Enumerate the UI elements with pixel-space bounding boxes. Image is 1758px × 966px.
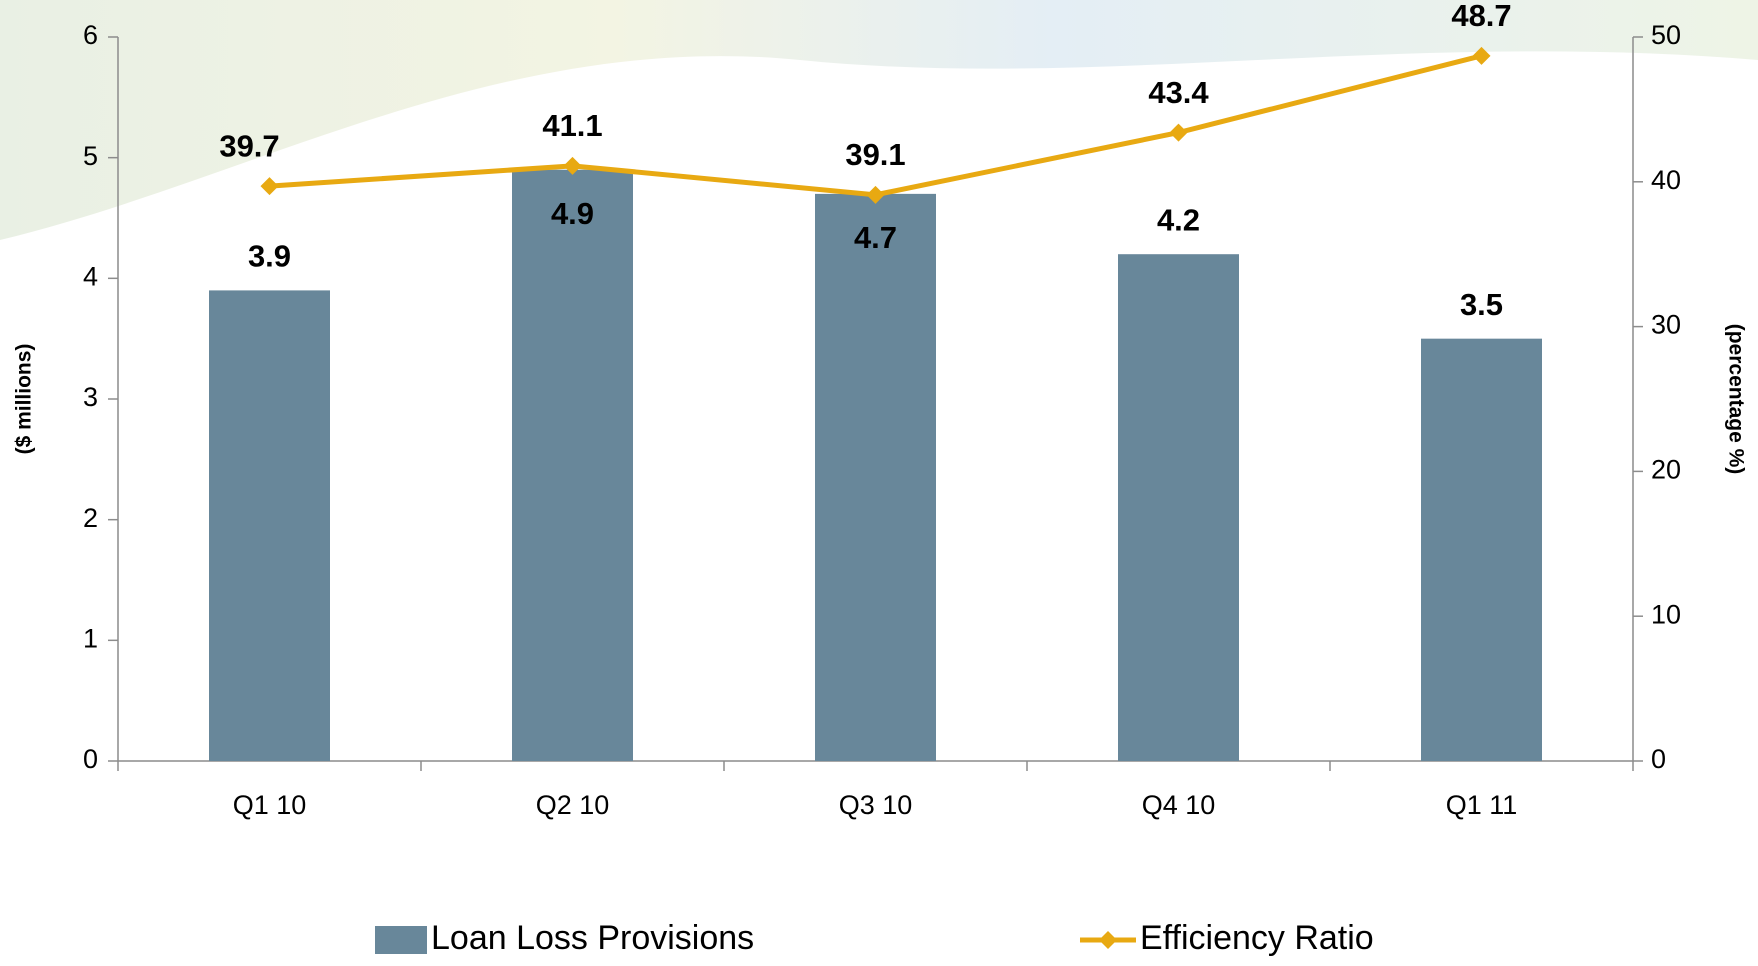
x-tick-label: Q2 10 (536, 790, 610, 820)
y2-tick-label: 30 (1651, 310, 1681, 340)
line-marker (260, 177, 279, 196)
y2-tick-label: 0 (1651, 744, 1666, 774)
y-tick-label: 3 (83, 382, 98, 412)
legend-label: Loan Loss Provisions (431, 919, 754, 957)
y-tick-label: 6 (83, 20, 98, 50)
bar-value-label: 3.5 (1460, 287, 1503, 322)
y-axis-title: ($ millions) (13, 344, 36, 455)
bar (512, 169, 633, 761)
background-wave (0, 0, 1758, 240)
bar (209, 290, 330, 761)
bar (1118, 254, 1239, 761)
y2-axis-title: (percentage %) (1724, 324, 1747, 475)
line-marker (563, 156, 582, 175)
line-value-label: 39.7 (219, 128, 279, 163)
x-tick-label: Q3 10 (839, 790, 913, 820)
bar-value-label: 3.9 (248, 239, 291, 274)
line-value-label: 39.1 (845, 137, 905, 172)
line-value-label: 48.7 (1451, 0, 1511, 33)
y2-tick-label: 40 (1651, 165, 1681, 195)
line-marker (866, 185, 885, 204)
y2-tick-label: 50 (1651, 20, 1681, 50)
x-tick-label: Q4 10 (1142, 790, 1216, 820)
legend-swatch (1099, 931, 1117, 949)
bar-value-label: 4.9 (551, 196, 594, 231)
y-tick-label: 0 (83, 744, 98, 774)
y-tick-label: 4 (83, 261, 98, 291)
line-marker (1169, 123, 1188, 142)
y2-tick-label: 20 (1651, 455, 1681, 485)
line-value-label: 43.4 (1148, 75, 1209, 110)
bar-value-label: 4.7 (854, 220, 897, 255)
x-tick-label: Q1 10 (233, 790, 307, 820)
y-tick-label: 1 (83, 623, 98, 653)
legend-swatch (375, 926, 427, 954)
line-marker (1472, 46, 1491, 65)
y-tick-label: 2 (83, 503, 98, 533)
bar (1421, 338, 1542, 761)
y2-tick-label: 10 (1651, 599, 1681, 629)
legend-label: Efficiency Ratio (1140, 919, 1374, 957)
line-value-label: 41.1 (542, 108, 602, 143)
bar-value-label: 4.2 (1157, 202, 1200, 237)
bar (815, 193, 936, 761)
y-tick-label: 5 (83, 141, 98, 171)
x-tick-label: Q1 11 (1446, 790, 1518, 820)
